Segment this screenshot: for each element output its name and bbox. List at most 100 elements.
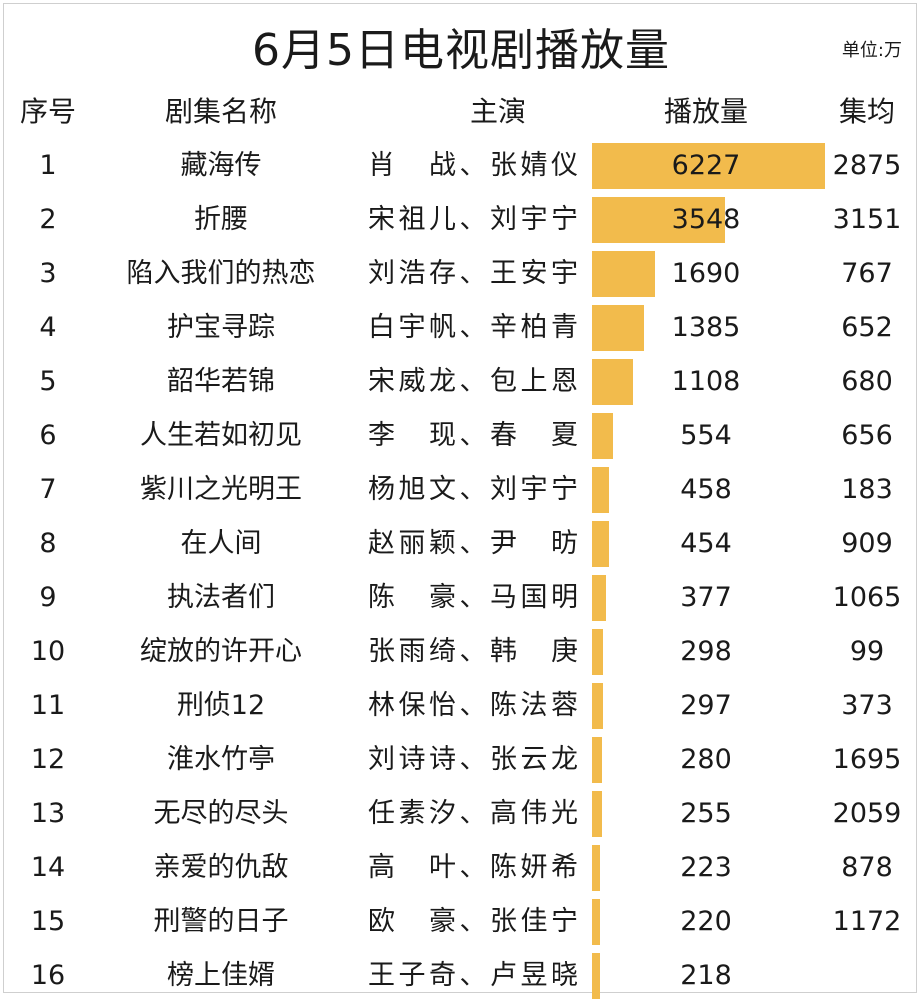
table-row: 12 淮水竹亭 刘诗诗、张云龙 280 1695: [0, 733, 922, 787]
row-index: 10: [30, 636, 66, 667]
lead-cast: 张雨绮、韩 庚: [368, 636, 578, 667]
plays-bar: [592, 251, 655, 297]
table-row: 2 折腰 宋祖儿、刘宇宁 3548 3151: [0, 193, 922, 247]
row-index: 2: [39, 204, 57, 235]
lead-cast: 杨旭文、刘宇宁: [368, 474, 578, 505]
series-name: 护宝寻踪: [167, 312, 275, 343]
plays-value: 223: [680, 852, 732, 883]
table-row: 16 榜上佳婿 王子奇、卢昱晓 218: [0, 949, 922, 1003]
series-name: 刑侦12: [176, 690, 266, 721]
plays-bar: [592, 197, 725, 243]
series-name: 人生若如初见: [140, 420, 302, 451]
plays-value: 1690: [671, 258, 741, 289]
plays-value: 1108: [671, 366, 741, 397]
series-name: 执法者们: [167, 582, 275, 613]
avg-per-episode: 1172: [832, 906, 902, 937]
lead-cast: 宋祖儿、刘宇宁: [368, 204, 578, 235]
plays-value: 554: [680, 420, 732, 451]
row-index: 5: [39, 366, 57, 397]
table-row: 7 紫川之光明王 杨旭文、刘宇宁 458 183: [0, 463, 922, 517]
avg-per-episode: 878: [841, 852, 893, 883]
series-name: 刑警的日子: [153, 906, 289, 937]
plays-bar: [592, 413, 613, 459]
plays-value: 3548: [671, 204, 741, 235]
lead-cast: 白宇帆、辛柏青: [368, 312, 578, 343]
plays-value: 6227: [671, 150, 741, 181]
table-row: 5 韶华若锦 宋威龙、包上恩 1108 680: [0, 355, 922, 409]
series-name: 折腰: [194, 204, 248, 235]
header-idx: 序号: [19, 95, 76, 128]
table-row: 3 陷入我们的热恋 刘浩存、王安宇 1690 767: [0, 247, 922, 301]
table-row: 1 藏海传 肖 战、张婧仪 6227 2875: [0, 139, 922, 193]
plays-value: 458: [680, 474, 732, 505]
plays-bar: [592, 845, 600, 891]
row-index: 13: [30, 798, 66, 829]
avg-per-episode: 3151: [832, 204, 902, 235]
series-name: 在人间: [180, 528, 262, 559]
plays-bar: [592, 953, 600, 999]
series-name: 韶华若锦: [167, 366, 275, 397]
row-index: 8: [39, 528, 57, 559]
table-row: 13 无尽的尽头 任素汐、高伟光 255 2059: [0, 787, 922, 841]
avg-per-episode: 373: [841, 690, 893, 721]
lead-cast: 高 叶、陈妍希: [368, 852, 578, 883]
plays-value: 218: [680, 960, 732, 991]
unit-label: 单位:万: [841, 40, 902, 61]
table-row: 11 刑侦12 林保怡、陈法蓉 297 373: [0, 679, 922, 733]
table-row: 15 刑警的日子 欧 豪、张佳宁 220 1172: [0, 895, 922, 949]
avg-per-episode: 767: [841, 258, 893, 289]
series-name: 亲爱的仇敌: [153, 852, 289, 883]
row-index: 6: [39, 420, 57, 451]
row-index: 4: [39, 312, 57, 343]
lead-cast: 王子奇、卢昱晓: [368, 960, 578, 991]
avg-per-episode: [812, 949, 922, 1003]
page-title: 6月5日电视剧播放量: [252, 25, 670, 76]
avg-per-episode: 1695: [832, 744, 902, 775]
plays-value: 454: [680, 528, 732, 559]
series-name: 藏海传: [180, 150, 262, 181]
series-name: 无尽的尽头: [153, 798, 289, 829]
row-index: 3: [39, 258, 57, 289]
plays-value: 220: [680, 906, 732, 937]
plays-value: 1385: [671, 312, 741, 343]
table-row: 10 绽放的许开心 张雨绮、韩 庚 298 99: [0, 625, 922, 679]
plays-value: 297: [680, 690, 732, 721]
plays-bar: [592, 305, 644, 351]
row-index: 11: [30, 690, 66, 721]
header-cast: 主演: [469, 95, 526, 128]
avg-per-episode: 1065: [832, 582, 902, 613]
series-name: 榜上佳婿: [167, 960, 275, 991]
plays-bar: [592, 791, 602, 837]
plays-bar: [592, 737, 602, 783]
plays-value: 298: [680, 636, 732, 667]
table-frame: [3, 3, 917, 993]
avg-per-episode: 99: [849, 636, 885, 667]
plays-bar: [592, 575, 606, 621]
lead-cast: 刘浩存、王安宇: [368, 258, 578, 289]
row-index: 7: [39, 474, 57, 505]
series-name: 绽放的许开心: [140, 636, 302, 667]
table-row: 14 亲爱的仇敌 高 叶、陈妍希 223 878: [0, 841, 922, 895]
header-avg: 集均: [838, 95, 895, 128]
row-index: 16: [30, 960, 66, 991]
row-index: 12: [30, 744, 66, 775]
avg-per-episode: 183: [841, 474, 893, 505]
lead-cast: 欧 豪、张佳宁: [368, 906, 578, 937]
table-row: 4 护宝寻踪 白宇帆、辛柏青 1385 652: [0, 301, 922, 355]
plays-bar: [592, 467, 609, 513]
avg-per-episode: 909: [841, 528, 893, 559]
plays-value: 377: [680, 582, 732, 613]
plays-bar: [592, 359, 633, 405]
lead-cast: 陈 豪、马国明: [368, 582, 578, 613]
lead-cast: 宋威龙、包上恩: [368, 366, 578, 397]
avg-per-episode: 680: [841, 366, 893, 397]
plays-bar: [592, 683, 603, 729]
lead-cast: 肖 战、张婧仪: [368, 150, 578, 181]
series-name: 紫川之光明王: [140, 474, 302, 505]
plays-value: 280: [680, 744, 732, 775]
plays-value: 255: [680, 798, 732, 829]
lead-cast: 林保怡、陈法蓉: [368, 690, 578, 721]
lead-cast: 李 现、春 夏: [368, 420, 578, 451]
avg-per-episode: 656: [841, 420, 893, 451]
plays-bar: [592, 629, 603, 675]
